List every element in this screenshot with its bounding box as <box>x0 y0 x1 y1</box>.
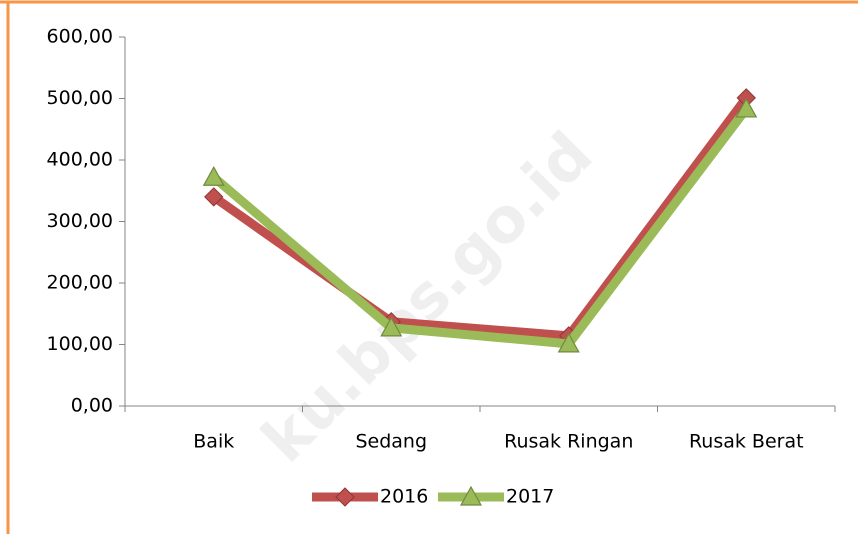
y-tick-label: 400,00 <box>47 149 113 171</box>
watermark: ku.bps.go.id <box>248 118 607 477</box>
data-point <box>557 332 580 353</box>
data-point <box>204 187 224 207</box>
y-tick-label: 500,00 <box>47 87 113 109</box>
data-point <box>735 97 758 118</box>
legend-label: 2016 <box>380 486 428 508</box>
legend-marker <box>335 487 355 507</box>
x-tick-label: Rusak Berat <box>689 431 804 453</box>
series-line <box>210 106 750 349</box>
series-line <box>211 95 750 341</box>
x-tick-label: Rusak Ringan <box>504 431 633 453</box>
y-tick-label: 200,00 <box>47 272 113 294</box>
data-point <box>380 316 403 337</box>
y-tick-label: 100,00 <box>47 333 113 355</box>
legend-marker <box>459 485 483 506</box>
x-tick-label: Sedang <box>355 431 427 453</box>
data-point <box>202 165 225 186</box>
legend-label: 2017 <box>506 486 554 508</box>
y-tick-label: 300,00 <box>47 210 113 232</box>
x-tick-label: Baik <box>193 431 234 453</box>
y-tick-label: 600,00 <box>47 26 113 48</box>
y-tick-label: 0,00 <box>71 395 113 417</box>
